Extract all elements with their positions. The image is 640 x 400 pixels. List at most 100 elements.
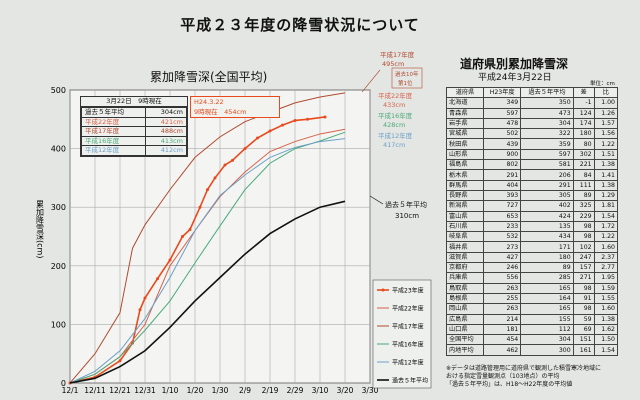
- callout-value: 9時現在 454cm: [194, 108, 247, 116]
- table-row: 岩手県 478 304 174 1.57: [445, 117, 619, 130]
- data-point-h23: [256, 136, 259, 140]
- table-row: 岐阜県 532 434 98 1.22: [445, 231, 619, 243]
- table-cell: 597: [483, 107, 522, 119]
- table-cell: 581: [520, 159, 574, 171]
- table-cell: 1.59: [593, 282, 619, 294]
- data-point-h23: [293, 118, 297, 122]
- table-cell: 1.54: [593, 344, 619, 356]
- table-cell: 1.00: [593, 97, 619, 109]
- data-point-h23: [223, 163, 227, 167]
- data-point-h23: [188, 227, 192, 231]
- table-cell: 福井県: [445, 241, 485, 253]
- table-cell: 271: [572, 272, 595, 284]
- table-cell: 502: [483, 128, 522, 140]
- table-row: 岡山県 263 165 98 1.60: [445, 303, 619, 315]
- legend-label-h17: 平成17年度: [392, 323, 424, 331]
- table-cell: 1.55: [593, 292, 619, 305]
- table-unit: 単位：cm: [590, 81, 615, 87]
- table-cell: 302: [572, 148, 595, 161]
- prefecture-table: 道府県 H23年度 過去５年平均差比北海道 349 350 -1 1.00 青森県 597 473…: [445, 86, 619, 356]
- info-value: 304cm: [145, 107, 187, 118]
- table-row: 島根県 255 164 91 1.55: [445, 292, 619, 305]
- table-cell: 165: [520, 303, 574, 315]
- table-row: 広島県 214 155 59 1.38: [445, 313, 619, 325]
- chart-axes: 0 100 200 300 400 500 12/1 12/11 12/21 12/31 1/10 1…: [36, 86, 379, 395]
- annotation-h17-note-line1: 過去10年: [395, 70, 419, 78]
- table-cell: 300: [520, 344, 574, 356]
- table-cell: 349: [483, 97, 522, 109]
- info-row: 平成12年度 412cm: [80, 145, 187, 156]
- table-row: 栃木県 291 206 84 1.41: [445, 169, 619, 181]
- table-cell: 1.60: [593, 241, 619, 253]
- table-row: 滋賀県 427 180 247 2.37: [445, 251, 619, 264]
- table-notes: ※データは道路管理用に道府県で観測した積雪寒冷地域に おける指定雪量観測点（103…: [446, 365, 636, 389]
- table-cell: 532: [483, 231, 522, 243]
- table-row: 山形県 900 597 302 1.51: [445, 148, 619, 161]
- table-cell: 556: [483, 272, 522, 284]
- table-cell: 214: [483, 313, 522, 325]
- info-table: 過去５年平均 304cm 平成22年度 421cm 平成17年度 488cm 平成16年度 4…: [80, 107, 187, 156]
- table-cell: 1.72: [593, 220, 619, 233]
- y-tick-label: 400: [51, 145, 66, 154]
- table-cell: 栃木県: [445, 169, 485, 181]
- x-tick-label: 12/11: [84, 386, 106, 395]
- table-row: 全国平均 454 304 151 1.50: [445, 334, 619, 346]
- info-label: 平成17年度: [80, 126, 147, 137]
- table-header-cell: 過去５年平均: [520, 86, 574, 99]
- table-row: 福井県 273 171 102 1.60: [445, 241, 619, 253]
- annotation-avg5-leader: [369, 195, 384, 205]
- table-cell: 900: [483, 148, 522, 161]
- table-cell: 221: [572, 159, 595, 171]
- table-cell: 岡山県: [445, 303, 485, 315]
- x-tick-label: 3/30: [362, 386, 379, 395]
- table-cell: 653: [483, 210, 522, 222]
- table-cell: 青森県: [445, 107, 485, 119]
- series-line-h23: [69, 116, 326, 384]
- info-row: 過去５年平均 304cm: [80, 107, 187, 118]
- snowfall-line-chart: 0 100 200 300 400 500 12/1 12/11 12/21 12/31 1/10 1…: [36, 50, 432, 395]
- current-callout: H24.3.22 9時現在 454cm: [190, 96, 280, 118]
- legend-label-h23: 平成23年度: [392, 287, 424, 295]
- table-row: 青森県 597 473 124 1.26: [445, 107, 619, 119]
- x-tick-label: 3/10: [312, 386, 329, 395]
- annotation-h17-leader: [361, 69, 381, 93]
- table-cell: 89: [520, 262, 574, 274]
- table-cell: 322: [520, 128, 574, 140]
- table-cell: 1.57: [593, 117, 619, 130]
- table-cell: 233: [483, 220, 522, 233]
- table-row: 石川県 233 135 98 1.72: [445, 220, 619, 233]
- table-header-cell: 差: [572, 86, 595, 99]
- table-cell: 岐阜県: [445, 231, 485, 243]
- x-tick-label: 2/19: [262, 386, 279, 395]
- table-cell: 鳥取県: [445, 282, 485, 294]
- note-line: ※データは道路管理用に道府県で観測した積雪寒冷地域に: [446, 365, 602, 372]
- table-cell: 393: [483, 189, 522, 202]
- table-cell: 島根県: [445, 292, 485, 305]
- x-tick-label: 12/31: [134, 386, 156, 395]
- data-point-h23: [306, 117, 309, 121]
- table-cell: 285: [520, 272, 574, 284]
- table-cell: 174: [572, 117, 595, 130]
- table-cell: 山口県: [445, 323, 485, 336]
- table-cell: 1.29: [593, 189, 619, 202]
- table-cell: 402: [520, 200, 574, 212]
- table-cell: 2.77: [593, 262, 619, 274]
- chart-grid: [69, 89, 371, 384]
- table-cell: 長野県: [445, 189, 485, 202]
- data-point-h23: [138, 308, 142, 312]
- table-cell: 180: [572, 128, 595, 140]
- table-row: 新潟県 727 402 325 1.81: [445, 200, 619, 212]
- x-tick-label: 2/29: [287, 386, 304, 395]
- table-cell: 岩手県: [445, 117, 485, 130]
- table-cell: 北海道: [445, 97, 485, 109]
- table-cell: 2.37: [593, 251, 619, 264]
- table-row: 内地平均 462 300 161 1.54: [445, 344, 619, 356]
- table-cell: 84: [572, 169, 595, 181]
- table-cell: 京都府: [445, 262, 485, 274]
- series-line-avg5: [69, 200, 346, 384]
- table-row: 長野県 393 305 89 1.29: [445, 189, 619, 202]
- table-cell: 424: [520, 210, 574, 222]
- x-tick-label: 1/10: [162, 386, 179, 395]
- table-cell: 富山県: [445, 210, 485, 222]
